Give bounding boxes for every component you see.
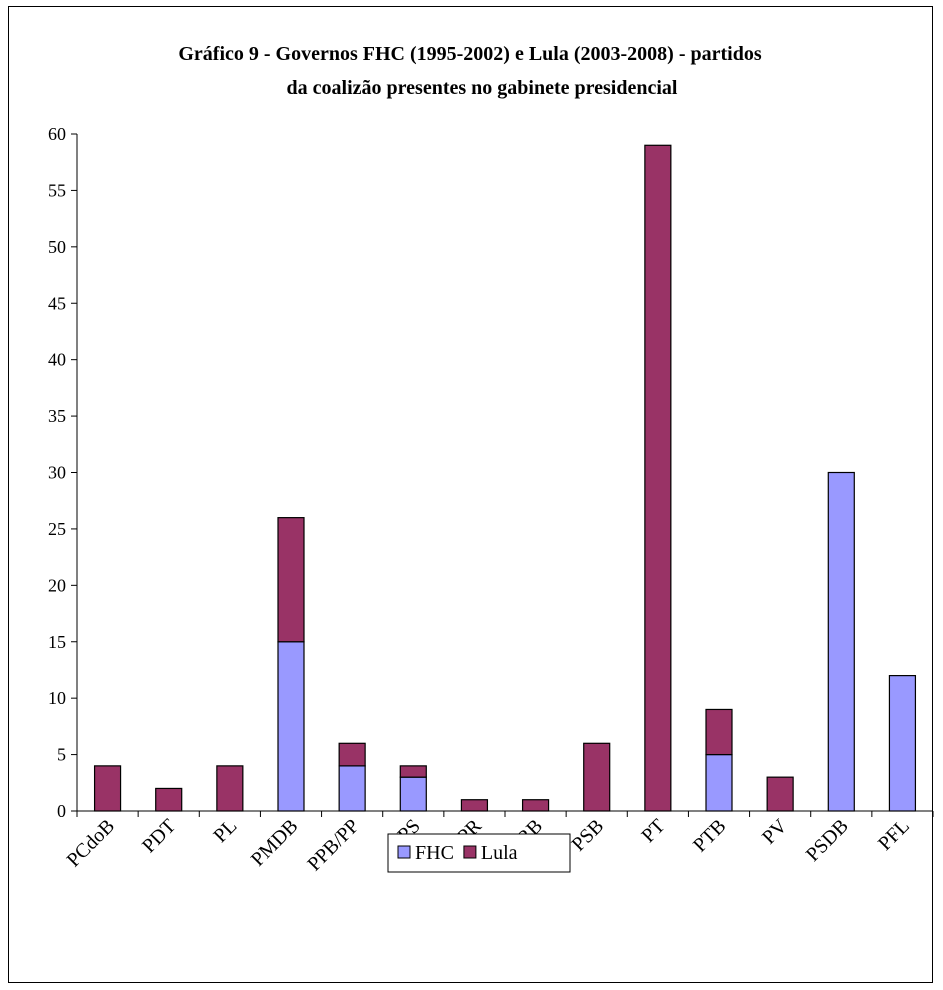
x-category-label: PMDB <box>247 815 303 871</box>
bar-lula-pps <box>399 765 427 778</box>
bar-fhc-psdb <box>827 471 855 812</box>
bar-fhc-pps <box>399 776 427 812</box>
y-tick-label: 10 <box>48 688 66 708</box>
bar-lula-psb <box>583 742 611 812</box>
y-tick-label: 0 <box>57 801 66 821</box>
y-tick-label: 25 <box>48 519 66 539</box>
x-category-label: PDT <box>138 815 180 857</box>
x-category-label: PSDB <box>802 815 853 866</box>
bar-lula-pr <box>460 799 489 812</box>
y-axis: 0 5 10 15 20 25 30 35 40 45 50 55 60 <box>48 124 78 821</box>
y-tick-label: 5 <box>57 745 66 765</box>
legend-swatch-lula <box>463 845 477 859</box>
legend-label-lula: Lula <box>481 842 518 864</box>
bar-lula-pdt <box>155 787 183 812</box>
legend-label-fhc: FHC <box>415 842 454 864</box>
legend-box <box>387 833 571 873</box>
chart-title-line2: da coalizão presentes no gabinete presid… <box>287 77 678 99</box>
bar-fhc-pmdb <box>277 641 305 812</box>
y-tick-label: 20 <box>48 575 66 595</box>
y-tick-label: 45 <box>48 293 66 313</box>
bar-lula-pcdob <box>93 765 122 812</box>
chart-frame <box>8 6 933 983</box>
y-tick-label: 60 <box>48 124 66 144</box>
x-category-label: PFL <box>874 815 914 855</box>
bar-fhc-pfl <box>888 674 917 812</box>
bar-fhc-ptb <box>705 753 733 812</box>
x-category-label: PL <box>209 815 241 847</box>
bars <box>93 144 917 812</box>
y-tick-label: 50 <box>48 237 66 257</box>
bar-lula-pl <box>216 765 244 812</box>
x-category-label: PPB/PP <box>303 815 363 875</box>
x-category-label: PTB <box>689 815 730 856</box>
y-tick-label: 35 <box>48 406 66 426</box>
x-category-label: PCdoB <box>63 815 119 871</box>
x-category-label: PV <box>758 815 792 849</box>
bar-lula-ppbpp <box>338 742 366 767</box>
x-category-label: PT <box>637 815 669 847</box>
chart-title-line1: Gráfico 9 - Governos FHC (1995-2002) e L… <box>178 43 761 65</box>
bar-lula-ptb <box>705 708 733 756</box>
legend-swatch-fhc <box>397 845 411 859</box>
y-tick-label: 30 <box>48 463 66 483</box>
y-tick-label: 55 <box>48 180 66 200</box>
x-category-label: PSB <box>568 815 609 856</box>
bar-lula-prb <box>521 799 550 812</box>
bar-lula-pt <box>644 144 672 812</box>
y-tick-label: 40 <box>48 350 66 370</box>
legend: FHC Lula <box>387 833 571 873</box>
bar-fhc-ppbpp <box>338 765 366 812</box>
bar-lula-pv <box>766 776 794 812</box>
y-tick-label: 15 <box>48 632 66 652</box>
bar-lula-pmdb <box>277 517 305 643</box>
